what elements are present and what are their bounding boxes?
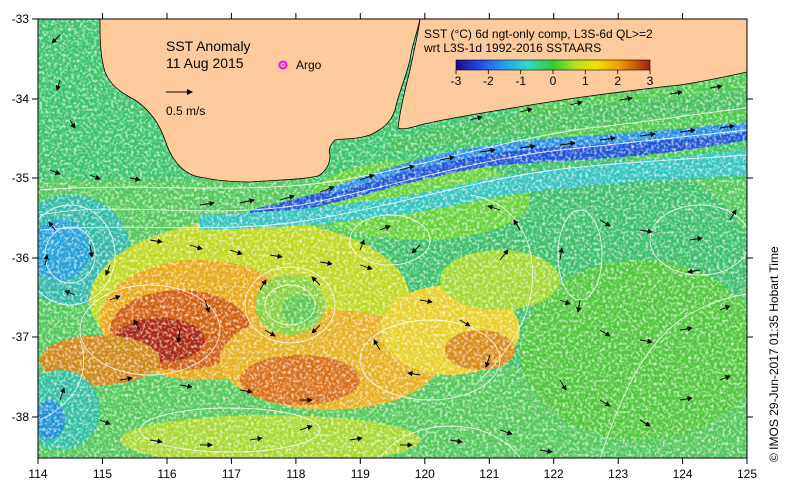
lon-label: 120: [415, 467, 435, 481]
lat-label: -34: [12, 92, 30, 106]
map-frame: [37, 18, 748, 459]
lon-label: 119: [351, 467, 370, 481]
lon-label: 118: [286, 467, 305, 481]
landmass: [99, 18, 421, 183]
colorbar-tick: -1: [515, 74, 526, 88]
lon-label: 115: [93, 467, 112, 481]
colorbar-tick: 0: [550, 74, 557, 88]
lon-tick-labels: 114 115 116 117 118 119 120 121 122 123 …: [28, 467, 757, 481]
map-date: 11 Aug 2015: [166, 55, 244, 71]
lat-tick-labels: -33 -34 -35 -36 -37 -38: [12, 12, 30, 424]
colorbar-tick: -3: [451, 74, 462, 88]
scale-label: 0.5 m/s: [166, 104, 205, 118]
lon-label: 122: [544, 467, 564, 481]
colorbar: [455, 59, 651, 71]
lat-label: -33: [12, 12, 30, 26]
colorbar-title-line1: SST (°C) 6d ngt-only comp, L3S-6d QL>=2: [424, 27, 653, 41]
lon-label: 121: [479, 467, 499, 481]
landmass-east: [397, 18, 748, 130]
lon-label: 116: [157, 467, 176, 481]
colorbar-tick: 2: [614, 74, 621, 88]
lat-label: -36: [12, 251, 30, 265]
map-title: SST Anomaly: [166, 38, 251, 54]
colorbar-title-line2: wrt L3S-1d 1992-2016 SSTAARS: [423, 41, 601, 55]
argo-marker-icon: [278, 60, 288, 70]
colorbar-tick: 1: [582, 74, 589, 88]
lon-label: 117: [222, 467, 241, 481]
lat-label: -38: [12, 410, 30, 424]
lat-label: -37: [12, 330, 30, 344]
current-vectors: [43, 34, 737, 454]
lon-label: 114: [28, 467, 47, 481]
colorbar-tick: -2: [483, 74, 494, 88]
imos-credit: © IMOS 29-Jun-2017 01:35 Hobart Time: [767, 246, 781, 462]
colorbar-legend: SST (°C) 6d ngt-only comp, L3S-6d QL>=2 …: [423, 27, 654, 88]
axis-ticks: [32, 13, 753, 464]
lon-label: 125: [737, 467, 757, 481]
lon-label: 123: [608, 467, 628, 481]
vector-scale: 0.5 m/s: [166, 89, 205, 118]
streamlines: [38, 107, 747, 458]
lat-label: -35: [12, 171, 30, 185]
colorbar-tick: 3: [647, 74, 654, 88]
argo-legend: Argo: [278, 58, 322, 72]
lon-label: 124: [673, 467, 693, 481]
argo-label: Argo: [296, 58, 322, 72]
